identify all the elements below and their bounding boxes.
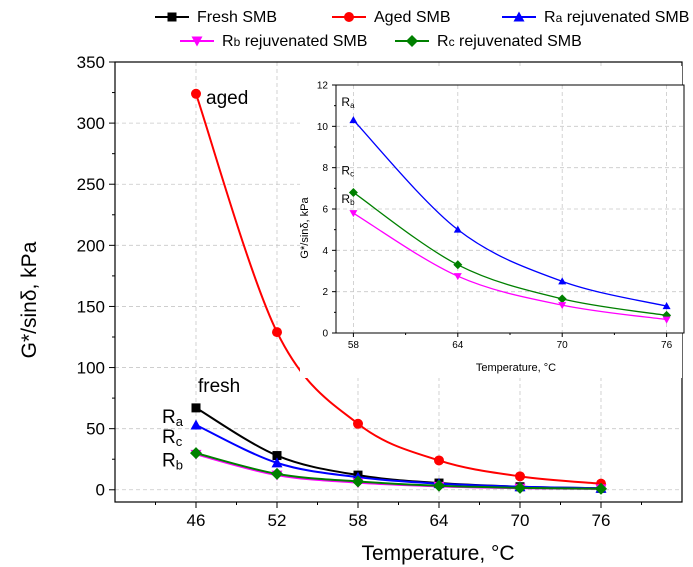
x-tick-label: 58 [348, 340, 360, 351]
data-point [353, 418, 363, 429]
x-tick-label: 64 [452, 340, 464, 351]
data-point [434, 455, 444, 466]
x-tick-label: 76 [592, 511, 611, 530]
legend-item: Ra rejuvenated SMB [502, 9, 689, 26]
data-point [348, 187, 358, 197]
legend-marker [344, 12, 354, 22]
y-tick-label: 2 [322, 287, 328, 298]
legend-label: Ra rejuvenated SMB [544, 9, 689, 26]
inset-y-axis-label: G*/sinδ, kPa [299, 197, 311, 259]
series [349, 210, 671, 324]
y-axis-label: G*/sinδ, kPa [18, 241, 41, 358]
legend-item: Fresh SMB [155, 9, 277, 26]
series-group [190, 88, 607, 495]
ticks: 58 64 70 76 0 2 4 6 8 10 12 [317, 81, 673, 352]
y-tick-label: 250 [77, 175, 105, 194]
data-point [515, 471, 525, 482]
y-tick-label: 12 [317, 81, 329, 92]
y-tick-label: 100 [77, 359, 105, 378]
y-tick-label: 150 [77, 297, 105, 316]
data-point [557, 294, 567, 304]
y-tick-label: 200 [77, 236, 105, 255]
grid [336, 85, 684, 333]
inset-annotation-label: Rc [341, 163, 354, 178]
data-point [514, 481, 526, 494]
series-group [348, 116, 672, 324]
annotation-label: fresh [198, 376, 240, 397]
legend: Fresh SMB Aged SMB Ra rejuvenated SMB Rb re… [155, 9, 689, 50]
data-point [453, 225, 462, 233]
legend-marker [191, 36, 203, 47]
y-tick-label: 350 [77, 53, 105, 72]
inset-annotation-label: Rb [341, 192, 355, 207]
legend-marker [406, 35, 418, 47]
series [349, 116, 671, 310]
data-point [271, 457, 283, 468]
data-point [662, 302, 671, 310]
annotation-label: Ra [162, 407, 184, 429]
data-point [662, 316, 671, 324]
series-line [195, 424, 602, 490]
data-point [349, 210, 358, 218]
x-tick-label: 52 [268, 511, 287, 530]
annotation-label: Rb [162, 450, 183, 472]
x-tick-label: 76 [661, 340, 673, 351]
inset-annotation-label: Ra [341, 95, 355, 110]
data-point [349, 116, 358, 124]
legend-item: Rb rejuvenated SMB [180, 33, 367, 50]
data-point [191, 403, 201, 413]
data-point [352, 475, 364, 488]
legend-marker [513, 11, 525, 22]
y-tick-label: 300 [77, 114, 105, 133]
series-line [195, 452, 602, 490]
legend-label: Fresh SMB [197, 9, 277, 26]
y-tick-label: 0 [322, 329, 328, 340]
data-point [453, 273, 462, 281]
legend-marker [167, 12, 177, 22]
data-point [190, 419, 202, 430]
data-point [433, 479, 445, 492]
y-tick-label: 50 [86, 420, 105, 439]
y-tick-label: 0 [96, 481, 105, 500]
y-tick-label: 4 [322, 246, 328, 257]
legend-label: Rc rejuvenated SMB [437, 33, 582, 50]
data-point [271, 467, 283, 480]
data-point [272, 451, 282, 461]
annotation-label: Rc [162, 427, 183, 449]
y-tick-label: 10 [317, 122, 329, 133]
data-point [190, 447, 202, 460]
series [190, 447, 607, 495]
series-line [352, 119, 667, 307]
inset-x-axis-label: Temperature, °C [476, 362, 556, 374]
data-point [558, 277, 567, 285]
data-point [191, 88, 201, 99]
data-point [272, 327, 282, 338]
annotation-label: aged [206, 88, 248, 109]
legend-label: Aged SMB [374, 9, 450, 26]
inset-plot: 58 64 70 76 0 2 4 6 8 10 12 Ra Rc Rb [300, 66, 685, 378]
data-point [558, 302, 567, 310]
x-tick-label: 58 [349, 511, 368, 530]
legend-item: Aged SMB [332, 9, 450, 26]
x-tick-label: 46 [187, 511, 206, 530]
data-point [453, 260, 463, 270]
plot-frame [335, 84, 685, 334]
legend-label: Rb rejuvenated SMB [222, 33, 367, 50]
legend-item: Rc rejuvenated SMB [395, 33, 582, 50]
x-tick-label: 70 [511, 511, 530, 530]
y-tick-label: 6 [322, 205, 328, 216]
series-line [353, 212, 667, 321]
y-tick-label: 8 [322, 163, 328, 174]
x-tick-label: 64 [430, 511, 449, 530]
inset-annotations: Ra Rc Rb [341, 95, 355, 207]
x-axis-label: Temperature, °C [361, 542, 514, 565]
data-point [595, 482, 607, 495]
x-tick-label: 70 [557, 340, 569, 351]
series-line [353, 191, 667, 317]
